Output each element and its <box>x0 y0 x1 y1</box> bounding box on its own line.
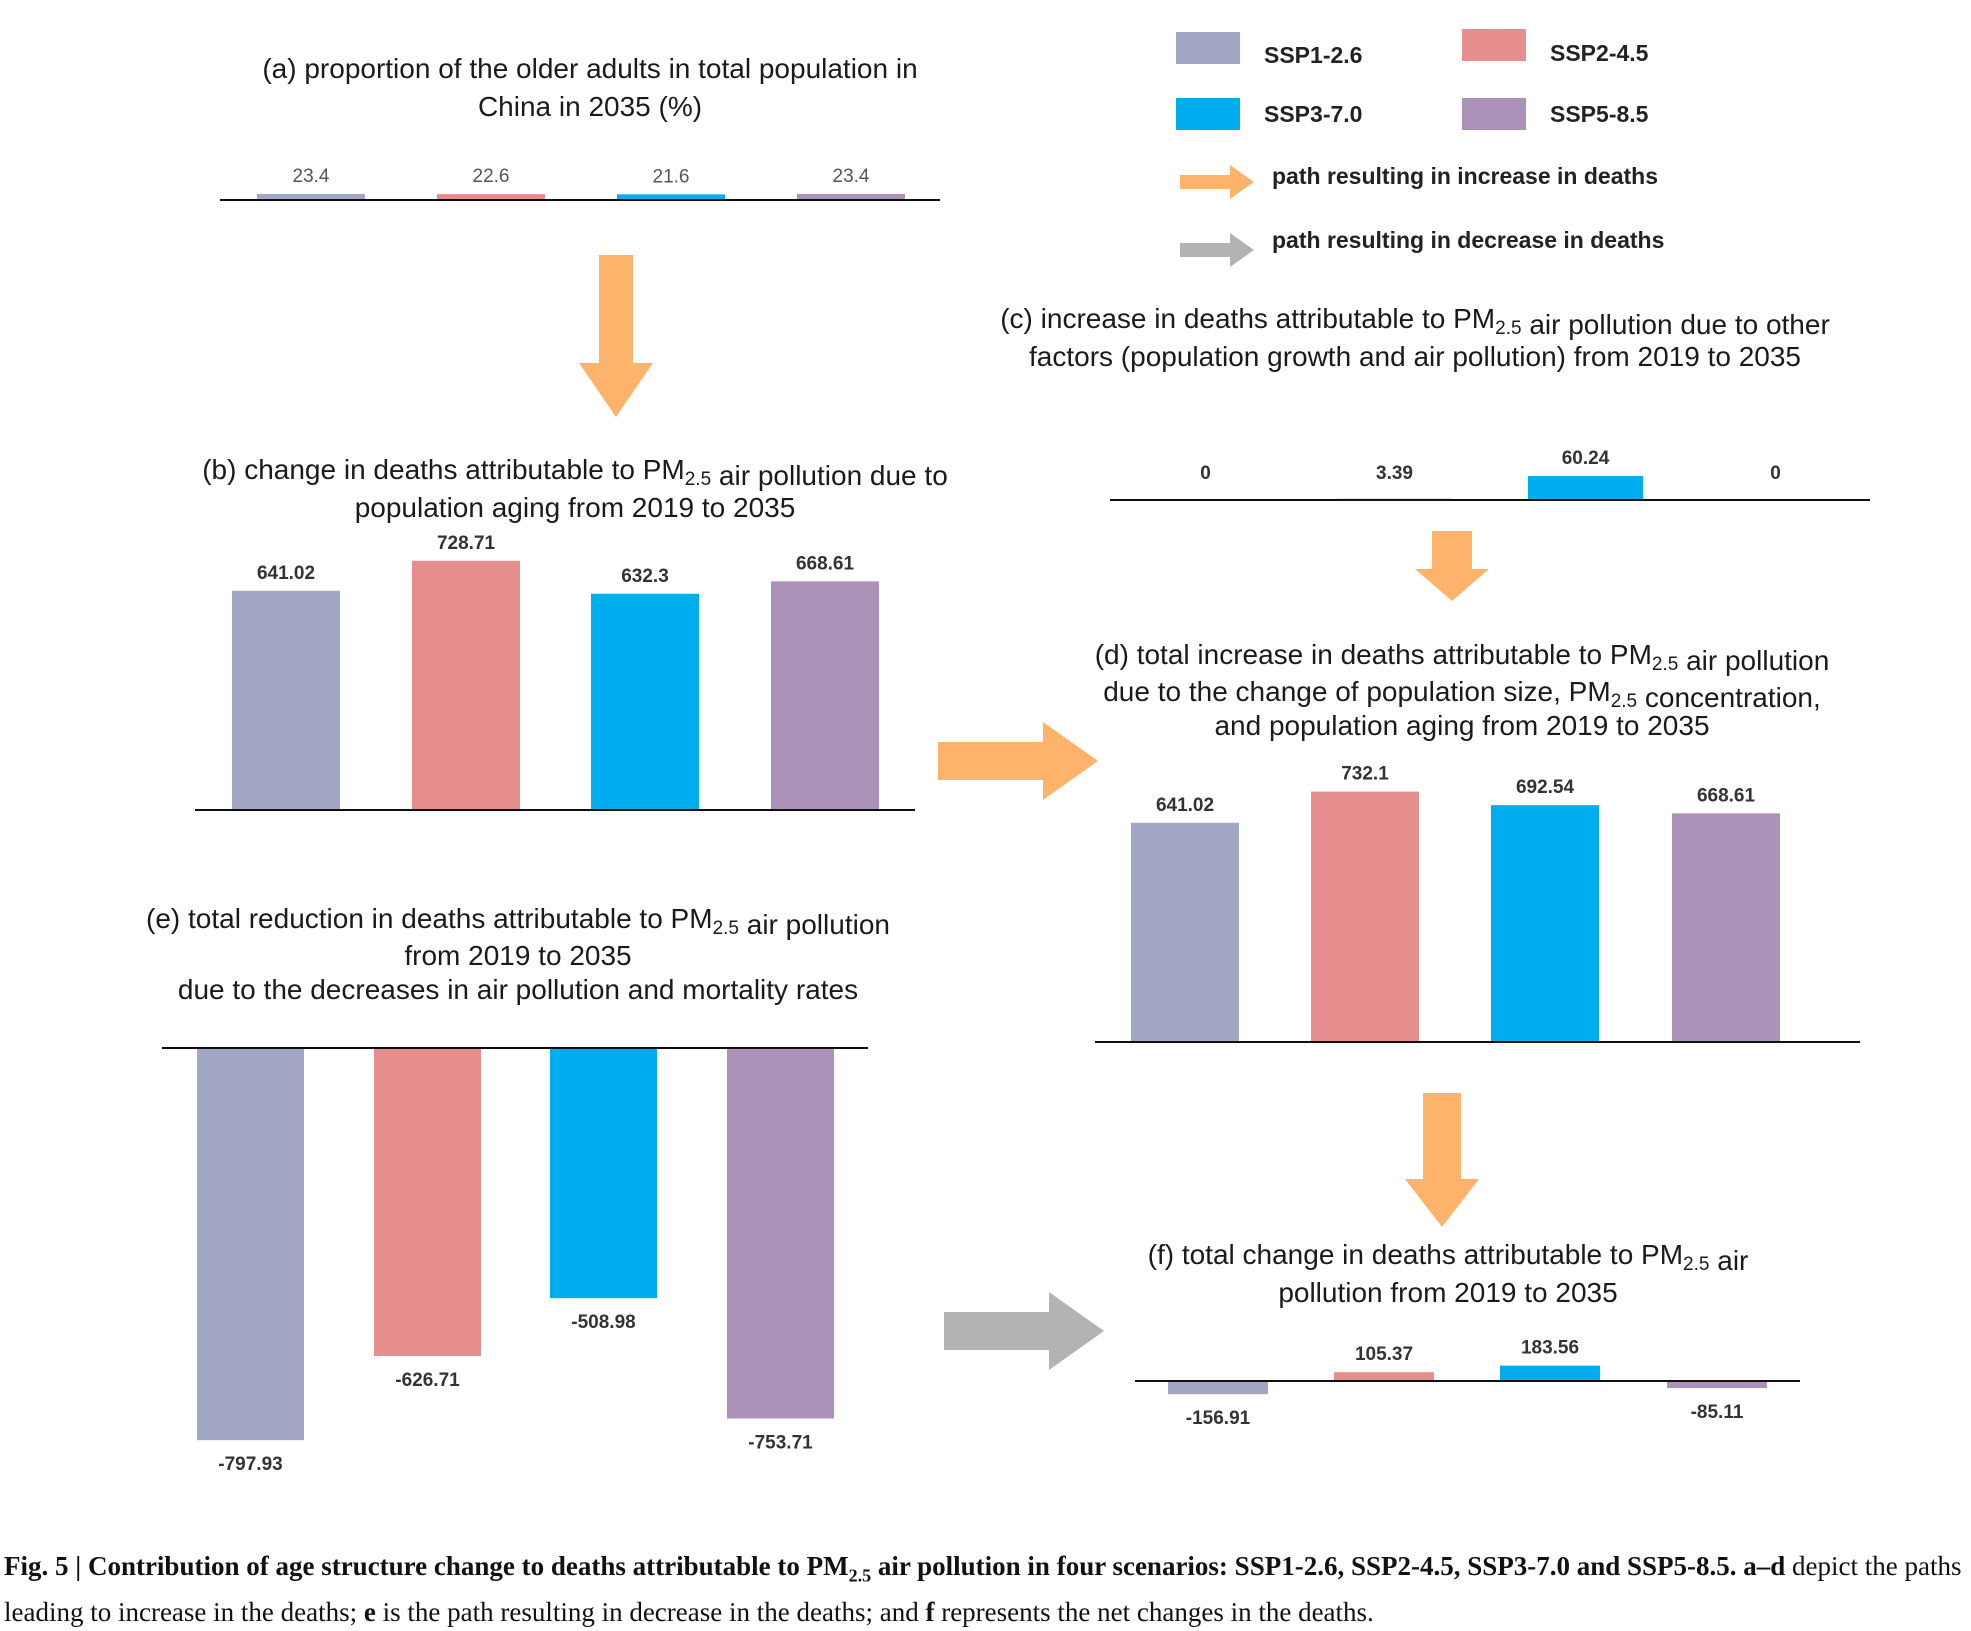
chart-f-value-label: -156.91 <box>1186 1408 1251 1429</box>
chart-d-value-label: 668.61 <box>1697 785 1756 806</box>
chart-d-bar-ssp1-2-6 <box>1131 822 1239 1042</box>
chart-f-title-line-1: (f) total change in deaths attributable … <box>1148 1239 1749 1276</box>
chart-b-value-label: 632.3 <box>621 566 669 587</box>
figure: 23.4 22.6 21.6 23.4 (a) proportion of the ol… <box>146 29 1870 1475</box>
caption-bold: Fig. 5 | Contribution of age structure c… <box>4 1551 1786 1586</box>
chart-d-title-line-3: and population aging from 2019 to 2035 <box>1214 710 1709 741</box>
chart-b-value-label: 728.71 <box>437 533 496 554</box>
chart-c-value-label: 60.24 <box>1562 448 1610 469</box>
chart-f-bar-ssp5-8-5 <box>1667 1381 1767 1389</box>
legend-swatch-ssp2-4-5 <box>1462 29 1526 61</box>
chart-f-bar-ssp2-4-5 <box>1334 1372 1434 1381</box>
chart-d-bar-ssp2-4-5 <box>1311 791 1419 1042</box>
chart-e-value-label: -508.98 <box>571 1312 635 1333</box>
chart-e-bar-ssp1-2-6 <box>197 1048 304 1441</box>
arrow-e-to-f-icon <box>944 1292 1104 1370</box>
chart-d-title-line-2: due to the change of population size, PM… <box>1103 676 1821 713</box>
chart-d-value-label: 692.54 <box>1516 777 1575 798</box>
chart-e-title-line-2: from 2019 to 2035 <box>404 940 631 971</box>
legend-label: SSP3-7.0 <box>1264 101 1362 127</box>
chart-d: 641.02 732.1 692.54 668.61 <box>1095 764 1860 1043</box>
chart-f-bar-ssp1-2-6 <box>1168 1381 1268 1395</box>
chart-a-value-label: 23.4 <box>293 166 330 187</box>
chart-e-value-label: -797.93 <box>218 1454 282 1475</box>
chart-e-title-line-3: due to the decreases in air pollution an… <box>178 974 858 1005</box>
caption-text: depict the paths leading to increase in … <box>4 1551 1962 1628</box>
legend-swatch-ssp5-8-5 <box>1462 98 1526 130</box>
chart-f-value-label: 183.56 <box>1521 1338 1579 1359</box>
chart-f-value-label: -85.11 <box>1691 1402 1744 1423</box>
chart-c-value-label: 0 <box>1770 463 1781 484</box>
arrow-d-to-f-icon <box>1405 1093 1479 1227</box>
chart-c-title-line-2: factors (population growth and air pollu… <box>1029 341 1801 372</box>
chart-b-title-line-2: population aging from 2019 to 2035 <box>355 492 796 523</box>
chart-a-bar-ssp5-8-5 <box>797 193 905 200</box>
chart-a-value-label: 21.6 <box>653 166 690 187</box>
arrow-b-to-d-icon <box>938 722 1098 800</box>
chart-c-bar-ssp3-7-0 <box>1528 476 1643 500</box>
chart-e-value-label: -753.71 <box>748 1432 813 1453</box>
chart-c: 0 3.39 60.24 0 <box>1110 448 1870 501</box>
chart-e-bar-ssp5-8-5 <box>727 1048 834 1419</box>
legend-swatch-ssp3-7-0 <box>1176 98 1240 130</box>
figure-caption: Fig. 5 | Contribution of age structure c… <box>4 1551 1962 1628</box>
chart-c-value-label: 0 <box>1200 463 1211 484</box>
chart-d-bar-ssp3-7-0 <box>1491 805 1599 1042</box>
chart-e-value-label: -626.71 <box>395 1370 460 1391</box>
arrow-a-to-b-icon <box>579 255 653 417</box>
chart-e: -797.93 -626.71 -508.98 -753.71 <box>162 1047 868 1475</box>
chart-f-value-label: 105.37 <box>1355 1344 1413 1365</box>
chart-a-bar-ssp1-2-6 <box>257 193 365 200</box>
chart-d-value-label: 732.1 <box>1341 764 1389 785</box>
chart-a-bar-ssp3-7-0 <box>617 194 725 200</box>
chart-b-bar-ssp3-7-0 <box>591 593 699 810</box>
chart-b-title-line-1: (b) change in deaths attributable to PM2… <box>202 454 948 491</box>
chart-c-title-line-1: (c) increase in deaths attributable to P… <box>1000 303 1830 340</box>
chart-e-bar-ssp3-7-0 <box>550 1048 657 1299</box>
legend-label: SSP5-8.5 <box>1550 101 1649 127</box>
chart-d-value-label: 641.02 <box>1156 795 1214 816</box>
chart-d-title-line-1: (d) total increase in deaths attributabl… <box>1095 639 1830 676</box>
chart-b-bar-ssp5-8-5 <box>771 581 879 810</box>
legend-decrease-arrow-icon <box>1180 233 1254 267</box>
chart-b-value-label: 641.02 <box>257 563 315 584</box>
chart-b: 641.02 728.71 632.3 668.61 <box>195 533 915 811</box>
legend-increase-label: path resulting in increase in deaths <box>1272 163 1658 189</box>
chart-a-bar-ssp2-4-5 <box>437 194 545 200</box>
legend-swatch-ssp1-2-6 <box>1176 32 1240 64</box>
chart-a: 23.4 22.6 21.6 23.4 <box>220 166 940 201</box>
legend-label: SSP2-4.5 <box>1550 40 1649 66</box>
chart-a-value-label: 23.4 <box>833 166 870 187</box>
chart-b-bar-ssp1-2-6 <box>232 590 340 810</box>
chart-c-value-label: 3.39 <box>1376 463 1413 484</box>
legend-label: SSP1-2.6 <box>1264 42 1362 68</box>
legend-increase-arrow-icon <box>1180 165 1254 199</box>
legend-decrease-label: path resulting in decrease in deaths <box>1272 227 1664 253</box>
chart-d-bar-ssp5-8-5 <box>1672 813 1780 1042</box>
chart-a-value-label: 22.6 <box>473 166 510 187</box>
chart-f-bar-ssp3-7-0 <box>1500 1365 1600 1381</box>
chart-b-value-label: 668.61 <box>796 553 855 574</box>
chart-e-bar-ssp2-4-5 <box>374 1048 481 1357</box>
chart-a-title-line-2: China in 2035 (%) <box>478 91 702 122</box>
arrow-c-to-d-icon <box>1415 531 1489 601</box>
chart-f-title-line-2: pollution from 2019 to 2035 <box>1278 1277 1617 1308</box>
chart-a-title-line-1: (a) proportion of the older adults in to… <box>262 53 917 84</box>
chart-b-bar-ssp2-4-5 <box>412 560 520 810</box>
chart-f: -156.91 105.37 183.56 -85.11 <box>1135 1338 1800 1429</box>
chart-e-title-line-1: (e) total reduction in deaths attributab… <box>146 903 890 940</box>
